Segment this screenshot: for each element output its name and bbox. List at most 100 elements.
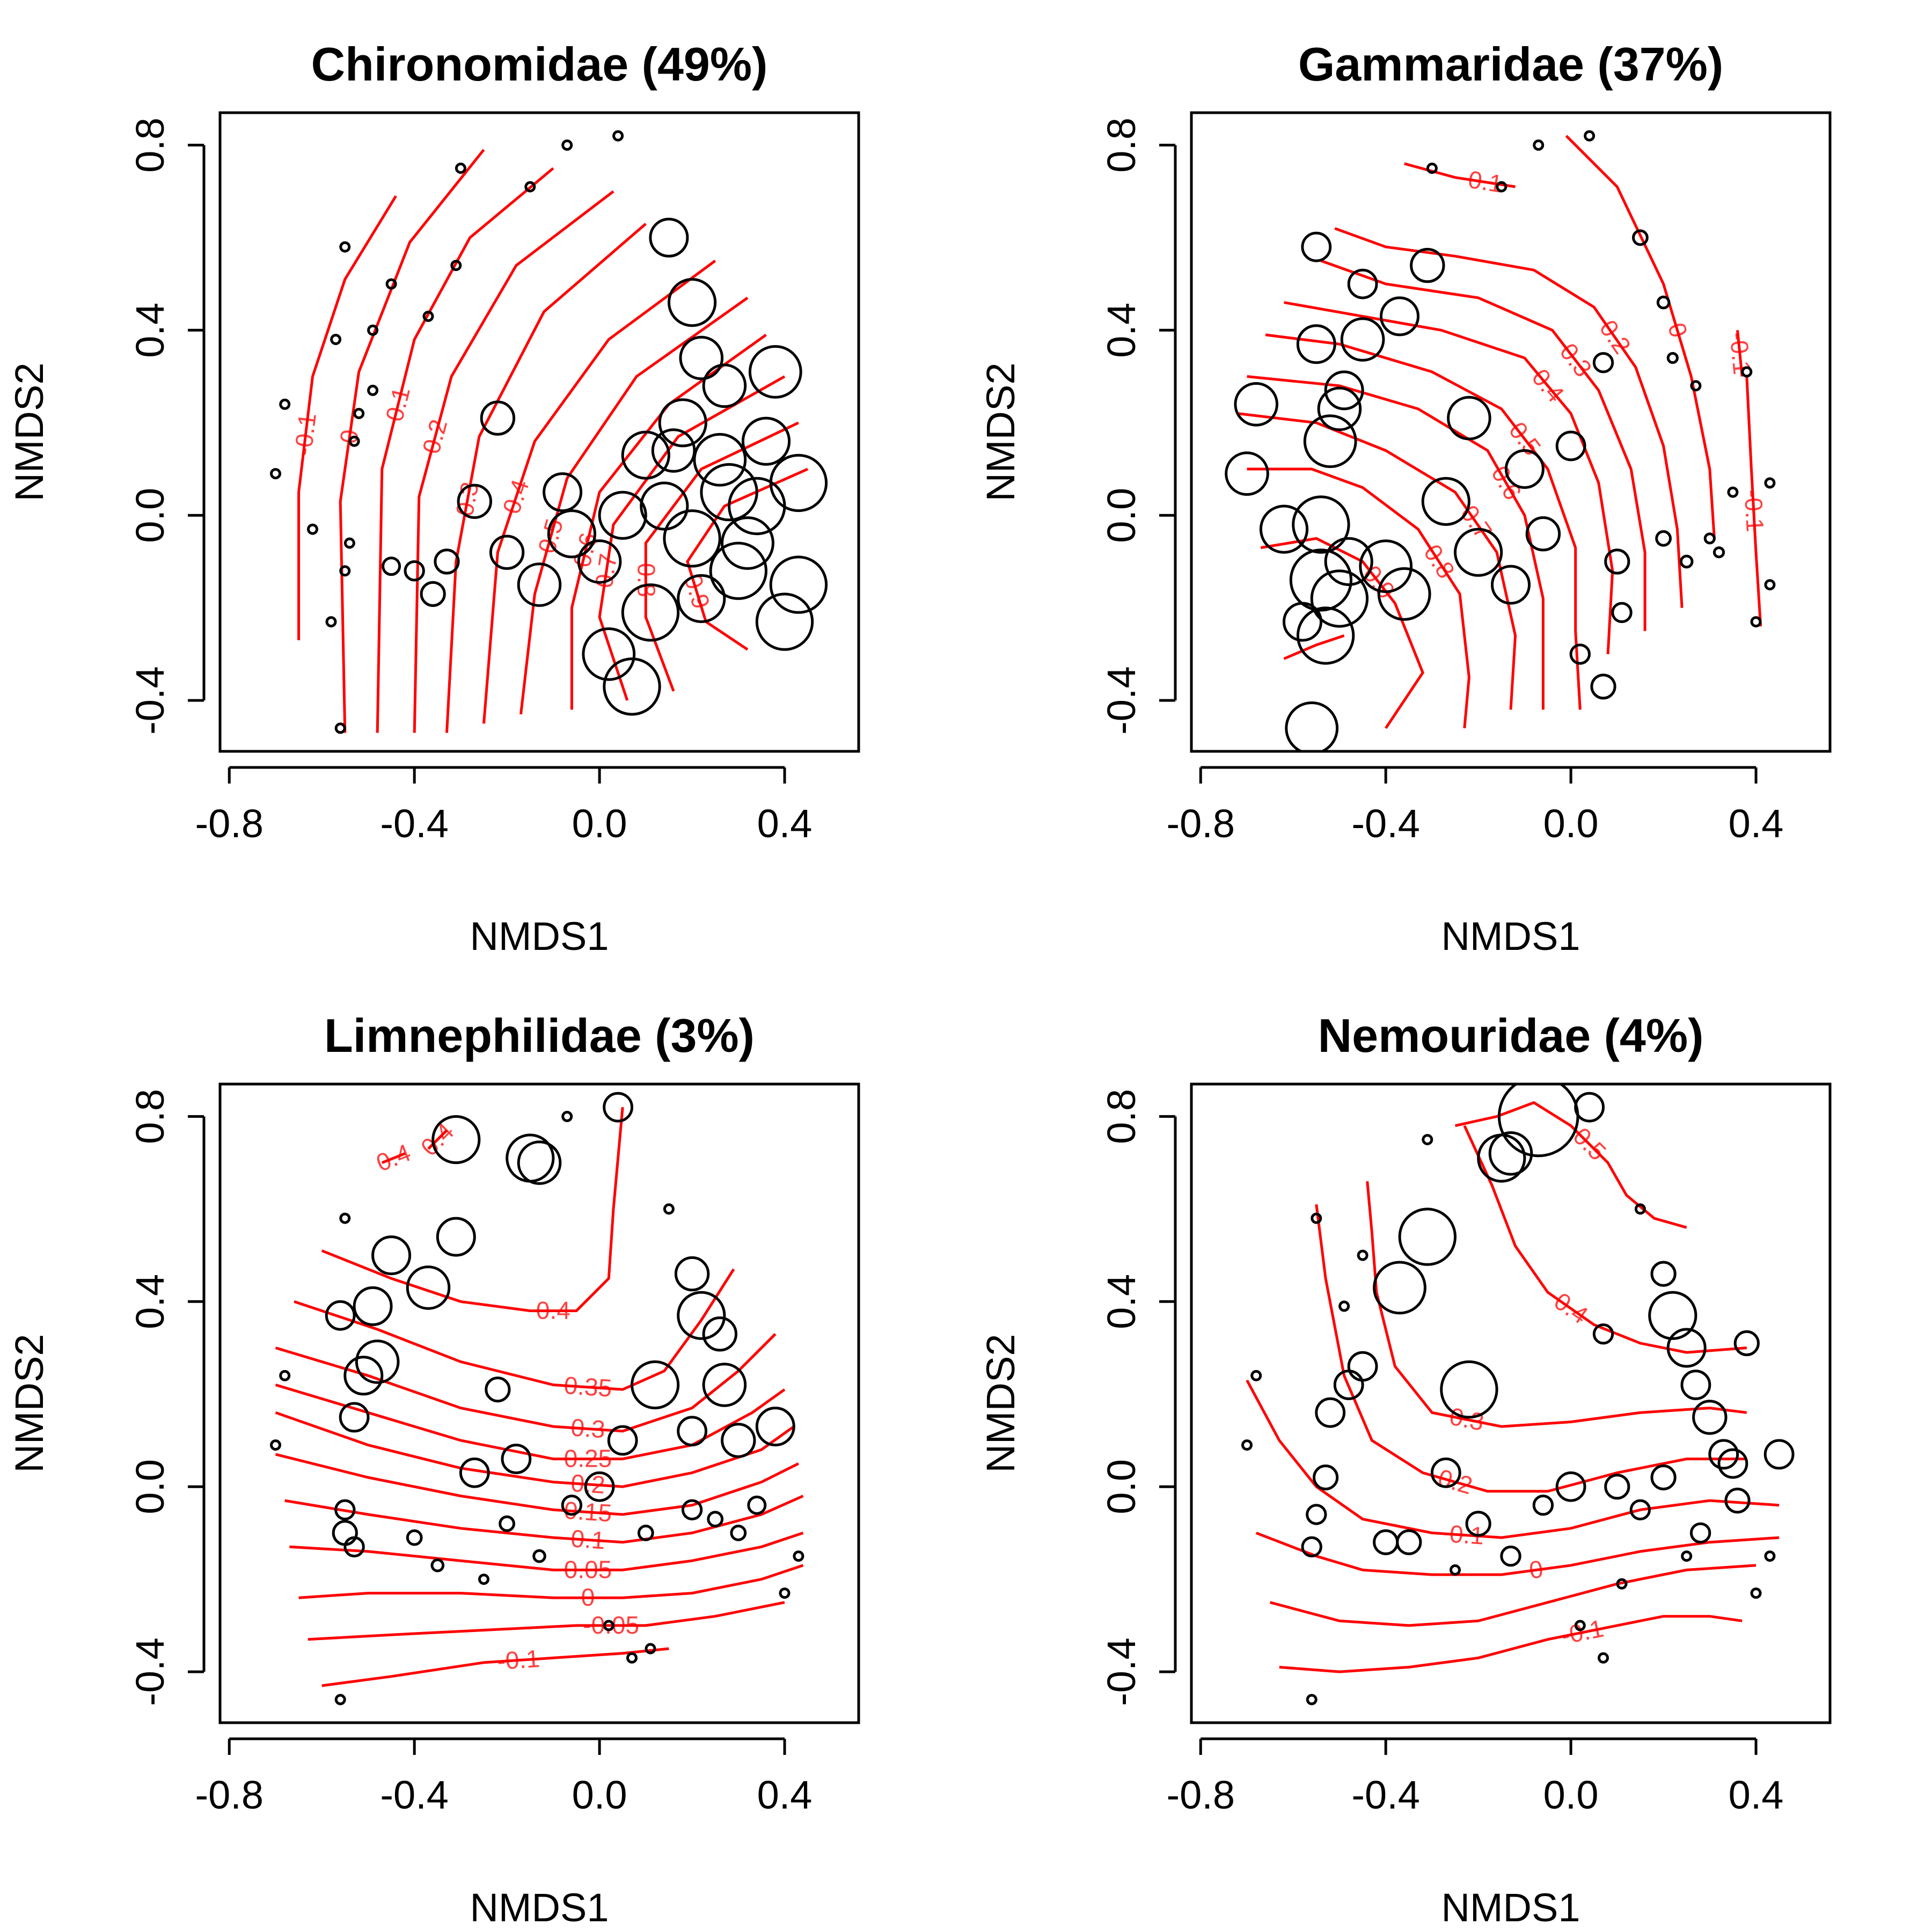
data-point: [1574, 1620, 1586, 1631]
contour-label-0-1: -0.1: [496, 1644, 541, 1675]
data-point: [339, 565, 351, 577]
y-axis-label: NMDS2: [7, 362, 52, 501]
data-point: [1656, 295, 1671, 310]
data-point: [1708, 1439, 1739, 1470]
contour-line-0: [1255, 1532, 1780, 1576]
data-point: [637, 1525, 654, 1541]
data-point: [382, 557, 401, 576]
data-point: [1259, 504, 1309, 554]
x-tick-label: -0.8: [1166, 1773, 1235, 1817]
data-point: [334, 1499, 356, 1521]
data-point: [1692, 1400, 1728, 1435]
data-point: [779, 1587, 791, 1599]
data-point: [1283, 602, 1322, 642]
contour-label-0-3: 0.3: [1447, 1402, 1487, 1436]
x-tick-label: 0.0: [572, 801, 627, 846]
y-axis-label: NMDS2: [978, 362, 1023, 501]
data-point: [1380, 296, 1419, 336]
contour-line-0-4: [381, 1152, 406, 1164]
data-point: [677, 574, 726, 624]
data-point: [1289, 548, 1352, 612]
data-point: [677, 1291, 726, 1340]
data-point: [1359, 539, 1413, 593]
data-point: [1497, 1084, 1579, 1158]
data-point: [334, 1694, 346, 1706]
data-point: [1496, 181, 1507, 193]
data-point: [499, 1515, 515, 1532]
y-tick-label: -0.4: [1099, 666, 1144, 735]
data-point: [1357, 1249, 1368, 1261]
contour-line: [1269, 1564, 1757, 1627]
contour-label-0-3: 0.3: [570, 1413, 606, 1443]
data-point: [626, 1652, 638, 1664]
contour-label-0-4: 0.4: [536, 1297, 570, 1324]
data-point: [1454, 528, 1503, 577]
data-point: [1504, 449, 1545, 489]
data-point: [524, 181, 536, 193]
contour-line-0-25: [275, 1384, 786, 1460]
contour-line-0-5: [519, 296, 749, 715]
data-point: [1713, 546, 1725, 559]
panel-nemouridae: Nemouridae (4%) NMDS1 NMDS2 0.50.40.30.2…: [978, 1009, 1832, 1930]
data-point: [1717, 1448, 1748, 1479]
y-tick-label: -0.4: [128, 666, 172, 735]
data-point: [1315, 1397, 1346, 1428]
data-point: [517, 1140, 562, 1185]
y-axis-label: NMDS2: [978, 1334, 1023, 1473]
data-point: [1301, 1536, 1322, 1558]
data-point: [1763, 1439, 1795, 1470]
data-point: [450, 260, 462, 272]
data-point: [1250, 1370, 1262, 1381]
contour-labels: -0.1 00.10.20.3 0.40.50.60.7 0.8 0.9: [289, 384, 715, 612]
data-point: [702, 363, 747, 408]
data-point: [339, 241, 351, 253]
data-point: [561, 1110, 573, 1122]
contour-label-0-15: 0.15: [563, 1496, 613, 1527]
contour-line-0-2: [1334, 227, 1684, 608]
contour-line-0-05: [308, 1601, 785, 1641]
x-tick-label: 0.0: [1543, 801, 1599, 846]
contour-line-0-4: [482, 259, 716, 724]
data-point: [1750, 616, 1762, 628]
data-point: [1410, 247, 1445, 283]
data-point: [645, 1643, 656, 1655]
data-point: [755, 592, 814, 651]
y-axis-label: NMDS2: [7, 1334, 52, 1473]
data-point: [422, 310, 434, 322]
data-point: [598, 491, 647, 540]
data-point: [1764, 477, 1776, 489]
contour-label-0: 0: [1663, 319, 1693, 340]
contour-label-0-5: 0.5: [1504, 416, 1547, 460]
data-point: [1373, 1261, 1426, 1315]
contour-label-0-4: 0.4: [1549, 1287, 1593, 1329]
data-point: [455, 163, 466, 174]
data-point: [343, 1356, 384, 1396]
data-point: [1679, 554, 1694, 569]
panel-gammaridae: Gammaridae (37%) NMDS1 NMDS2 0.1 0 -0.1 -0.…: [978, 38, 1832, 958]
data-point: [748, 345, 802, 399]
data-point: [561, 1495, 583, 1516]
y-tick-label: 0.4: [1099, 1274, 1144, 1329]
y-tick-label: 0.8: [128, 118, 172, 173]
x-tick-label: 0.4: [1729, 1773, 1784, 1817]
data-point: [436, 1217, 476, 1257]
data-point: [1500, 1545, 1521, 1567]
data-point: [1680, 1370, 1711, 1400]
data-point: [561, 139, 573, 151]
contour-label-0-1: 0.1: [570, 1524, 606, 1554]
data-point: [1611, 602, 1633, 624]
data-point: [1629, 1499, 1651, 1521]
contour-label-0-35: 0.35: [563, 1371, 613, 1402]
contour-line: [1283, 634, 1345, 660]
data-point: [1306, 1694, 1318, 1706]
contour-line-0-8: [1247, 467, 1470, 729]
contour-line-0-8: [644, 421, 799, 692]
data-point: [1655, 530, 1672, 547]
data-point: [1604, 548, 1630, 575]
data-point: [747, 1495, 767, 1515]
contour-line-0-9: [686, 467, 809, 651]
data-point: [1750, 1587, 1762, 1599]
data-point: [741, 416, 791, 466]
data-point: [693, 433, 747, 487]
plot-frame: [218, 1082, 860, 1724]
